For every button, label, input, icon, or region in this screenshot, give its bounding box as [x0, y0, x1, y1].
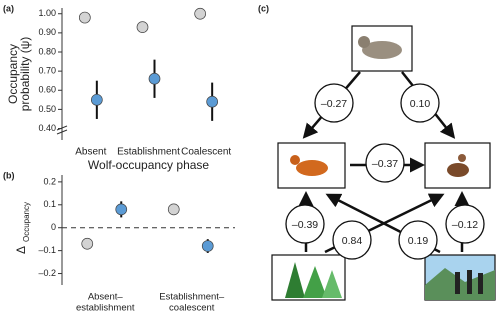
x-tick-label: Coalescent: [181, 147, 231, 158]
y-tick-label: –0.1: [38, 245, 56, 255]
edge-coefficient-circle: [285, 204, 325, 244]
edge-label: –0.27: [321, 98, 347, 110]
point: [206, 95, 219, 108]
point: [201, 240, 214, 252]
axis-break: [56, 125, 68, 131]
hiker: [478, 273, 483, 294]
y-tick-label: –0.2: [38, 268, 56, 278]
panel-label: (b): [3, 170, 15, 180]
point: [78, 11, 91, 24]
edge-coefficient-circle: [332, 220, 372, 260]
edge-label: 0.10: [410, 98, 431, 110]
marten-head: [458, 154, 466, 162]
y-axis-label: Occupancy: [6, 44, 20, 104]
y-axis-label: probability (ψ): [18, 37, 32, 112]
tree: [322, 270, 342, 298]
edge-coefficient-circle: [400, 83, 440, 123]
point: [167, 203, 180, 216]
edge-label: –0.39: [292, 219, 318, 231]
y-tick-label: 0.50: [38, 104, 56, 114]
edge-label: –0.37: [372, 158, 398, 170]
edge-coefficient-circle: [365, 143, 405, 183]
panel-c: (c) –0.27 0.10 –0.37 –0.39 0.84 0.19 –0.12: [258, 3, 496, 301]
edge-coefficient-circle: [445, 204, 485, 244]
x-tick-label: Establishment: [117, 147, 180, 158]
x-tick-label: Absent: [75, 147, 106, 158]
edge-coefficient-circle: [314, 83, 354, 123]
fox-body: [296, 160, 328, 176]
point: [90, 93, 103, 106]
fox-head: [290, 155, 300, 165]
panel-a: (a) 0.40 0.50 0.60 0.70 0.80 0.90 1.00 Occupancy…: [3, 3, 231, 172]
x-axis-label: Wolf-occupancy phase: [88, 158, 210, 172]
y-tick-label: 1.00: [38, 8, 56, 18]
y-tick-label: 0.80: [38, 46, 56, 56]
y-axis-label-sub: Occupancy: [22, 202, 31, 242]
tree: [303, 266, 327, 298]
edge-label: 0.84: [342, 235, 363, 247]
x-tick-label: Absent–: [88, 292, 124, 303]
y-tick-label: 0.2: [43, 176, 56, 186]
y-axis-label: Δ: [14, 246, 28, 254]
point: [115, 203, 128, 216]
edge-label: –0.12: [452, 219, 478, 231]
hiker: [467, 270, 472, 294]
y-tick-label: 0.70: [38, 66, 56, 76]
tree: [285, 262, 305, 298]
panel-label: (c): [258, 3, 269, 13]
x-tick-label: coalescent: [169, 303, 215, 314]
y-tick-label: 0.90: [38, 27, 56, 37]
panel-b: (b) –0.2 –0.1 0 0.1 0.2 Δ Occupancy Absent–estab…: [3, 170, 235, 314]
y-tick-label: 0.40: [38, 123, 56, 133]
panel-label: (a): [3, 3, 14, 13]
point: [136, 21, 149, 33]
x-tick-label: establishment: [76, 303, 135, 314]
hiker: [455, 272, 460, 294]
y-tick-label: 0.60: [38, 85, 56, 95]
point: [194, 7, 207, 20]
wolf-image: [351, 25, 413, 72]
edge-label: 0.19: [408, 235, 429, 247]
point: [81, 237, 94, 250]
point: [148, 72, 161, 85]
edge-coefficient-circle: [398, 220, 438, 260]
axis-break: [56, 129, 68, 135]
wolf-head: [358, 36, 370, 48]
wolf-body: [362, 41, 402, 59]
y-tick-label: 0: [51, 222, 56, 232]
y-tick-label: 0.1: [43, 199, 56, 209]
marten-body: [447, 163, 469, 177]
x-tick-label: Establishment–: [159, 292, 225, 303]
